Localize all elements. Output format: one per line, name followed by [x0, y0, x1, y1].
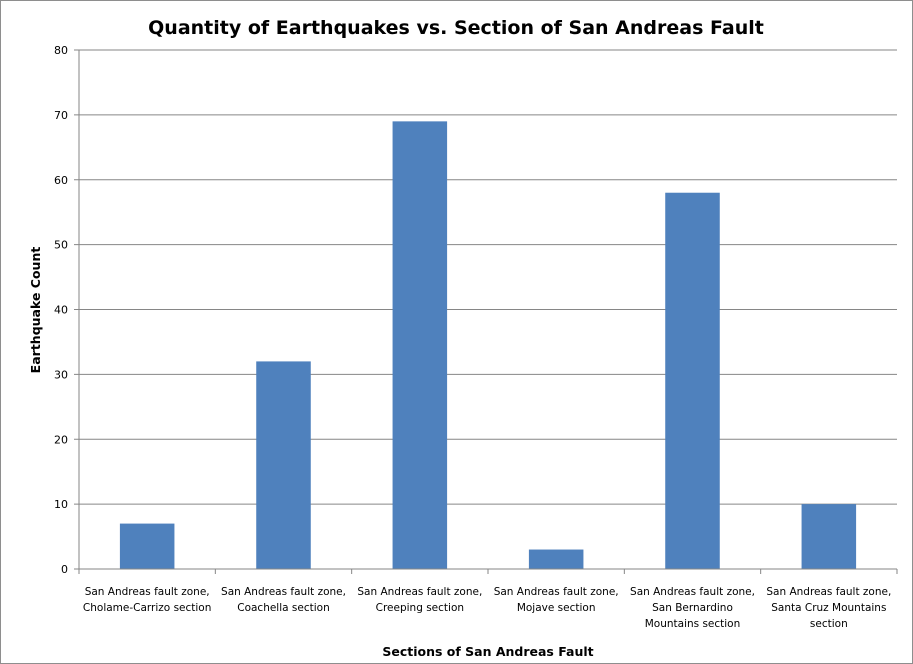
- y-tick-label: 40: [54, 304, 68, 317]
- bar: [119, 523, 175, 569]
- y-tick-label: 60: [54, 174, 68, 187]
- y-tick-label: 30: [54, 368, 68, 381]
- bar: [256, 361, 311, 569]
- bar: [801, 504, 857, 569]
- x-tick-label: San Andreas fault zone, San Bernardino Mou…: [630, 586, 755, 630]
- y-tick-label: 80: [54, 44, 68, 57]
- x-tick-label: San Andreas fault zone, Coachella section: [221, 586, 346, 614]
- bars: [119, 121, 857, 570]
- x-tick-label: San Andreas fault zone, Cholame-Carrizo s…: [83, 586, 211, 614]
- x-tick-label: San Andreas fault zone, Creeping section: [357, 586, 482, 614]
- y-axis-title: Earthquake Count: [28, 247, 43, 374]
- y-tick-label: 70: [54, 109, 68, 122]
- chart-title: Quantity of Earthquakes vs. Section of S…: [148, 17, 764, 39]
- gridlines: [79, 49, 897, 505]
- bar: [392, 121, 448, 570]
- x-axis-title: Sections of San Andreas Fault: [382, 644, 593, 659]
- y-tick-label: 50: [54, 239, 68, 252]
- bar: [665, 192, 720, 569]
- y-tick-labels: 0 10 20 30 40 50 60 70 80: [54, 44, 68, 576]
- y-tick-label: 10: [54, 498, 68, 511]
- x-tick-labels: San Andreas fault zone, Cholame-Carrizo s…: [83, 586, 891, 630]
- x-tick-label: San Andreas fault zone, Mojave section: [494, 586, 619, 614]
- x-tick-label: San Andreas fault zone, Santa Cruz Mounta…: [766, 586, 891, 630]
- y-tick-label: 0: [61, 563, 68, 576]
- axes: [74, 49, 898, 574]
- bar: [528, 549, 584, 569]
- y-tick-label: 20: [54, 433, 68, 446]
